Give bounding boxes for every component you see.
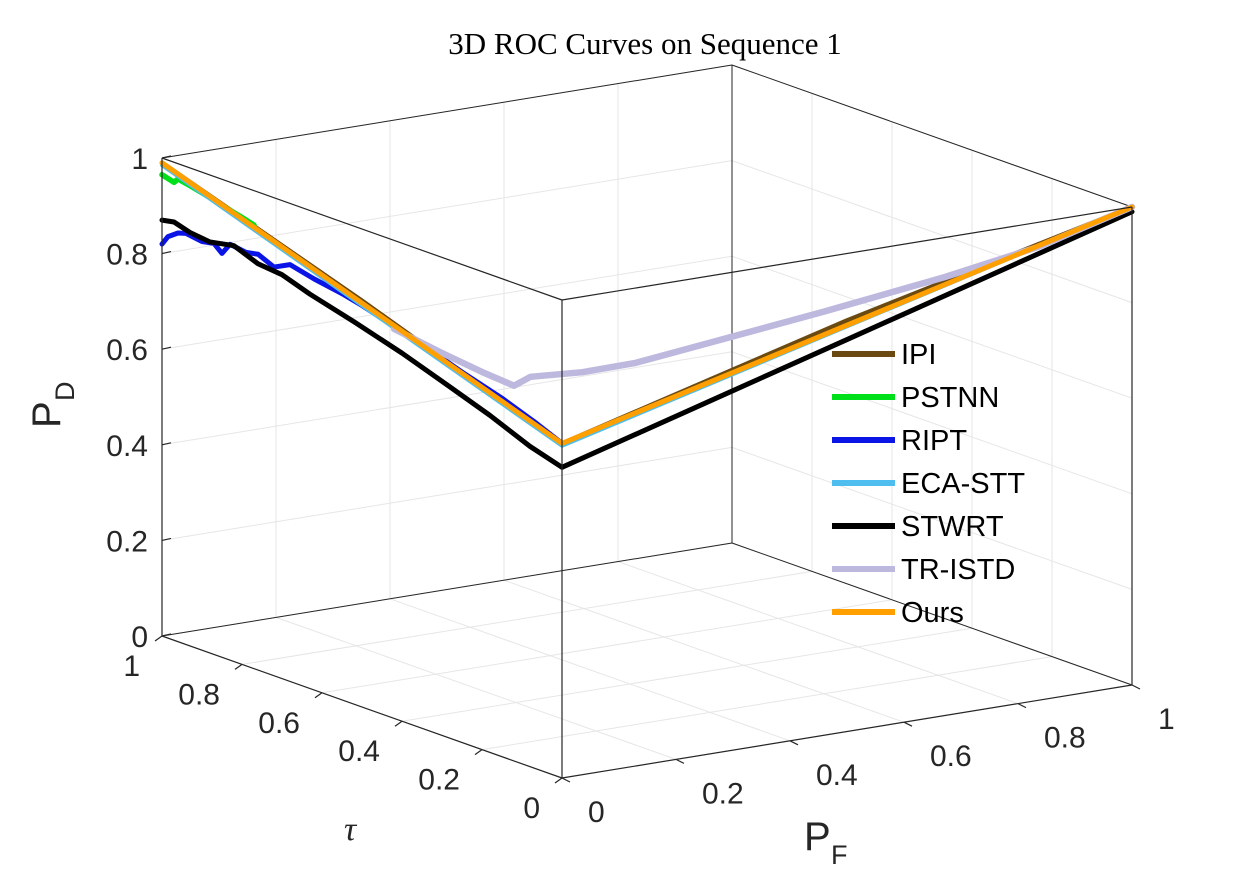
box-edge-floor-back-right	[731, 542, 1133, 686]
right-wall-gridline-z	[731, 351, 1133, 495]
x-axis-label-subscript: F	[831, 840, 848, 870]
left-wall-gridline-z	[161, 160, 733, 255]
legend-label: TR-ISTD	[901, 554, 1015, 586]
x-axis-line	[561, 684, 1133, 779]
x-tick-mark	[1017, 703, 1027, 709]
series-layer	[159, 160, 1136, 470]
x-axis-label-text: P	[804, 815, 831, 859]
y-tick-mark	[154, 635, 163, 642]
legend: IPI PSTNN RIPT ECA-STT STWRT TR-ISTD Ours	[832, 339, 1025, 629]
z-tick-label: 0.4	[106, 430, 148, 463]
right-wall-gridline-z	[731, 446, 1133, 590]
z-tick-mark	[161, 251, 172, 255]
axis-labels: PDP Fτ	[25, 382, 848, 871]
floor-gridline-y	[241, 570, 813, 665]
y-tick-mark	[474, 749, 483, 756]
floor-gridline-y	[401, 627, 973, 722]
floor-gridline-x	[389, 598, 791, 742]
box-edge-top-back-right	[731, 64, 1133, 208]
x-tick-mark	[903, 721, 913, 727]
left-wall-gridline-z	[161, 255, 733, 350]
floor-gridline-x	[617, 561, 1019, 705]
x-tick-mark	[561, 777, 571, 783]
x-tick-label: 0.2	[702, 777, 744, 810]
left-wall-gridline-z	[161, 446, 733, 541]
z-tick-mark	[161, 537, 172, 541]
front-axes	[154, 155, 1141, 784]
y-tick-mark	[394, 720, 403, 727]
right-wall-gridline-z	[731, 255, 1133, 399]
floor-gridline-y	[481, 656, 1053, 751]
legend-label: Ours	[901, 597, 964, 629]
floor-gridline-x	[275, 616, 677, 760]
floor-gridline-x	[503, 579, 905, 723]
y-tick-mark	[234, 663, 243, 670]
legend-label: STWRT	[901, 511, 1004, 543]
y-tick-label: 0.8	[178, 678, 220, 711]
y-tick-mark	[314, 692, 323, 699]
floor-gridline-y	[321, 599, 893, 694]
x-tick-label: 1	[1158, 703, 1175, 736]
z-tick-label: 0.6	[106, 334, 148, 367]
axes-box	[161, 64, 1133, 686]
x-tick-label: 0.6	[930, 740, 972, 773]
z-tick-label: 0	[131, 621, 148, 654]
y-tick-mark	[554, 777, 563, 784]
legend-label: ECA-STT	[901, 468, 1025, 500]
grid-layer	[161, 64, 1133, 779]
z-axis-label: PD	[25, 382, 80, 429]
z-tick-label: 0.8	[106, 239, 148, 272]
tick-labels: 00.20.40.60.8100.20.40.60.8100.20.40.60.…	[106, 143, 1174, 829]
z-axis-label-text: P	[25, 401, 69, 428]
series-line-stwrt	[159, 209, 1135, 470]
y-tick-label: 0.2	[418, 764, 460, 797]
x-tick-mark	[675, 758, 685, 764]
z-tick-label: 1	[131, 143, 148, 176]
x-tick-mark	[789, 740, 799, 746]
y-tick-label: 0	[523, 792, 540, 825]
x-tick-mark	[1131, 684, 1141, 690]
legend-label: RIPT	[901, 425, 967, 457]
x-tick-label: 0	[588, 796, 605, 829]
chart-title: 3D ROC Curves on Sequence 1	[448, 26, 841, 61]
z-tick-label: 0.2	[106, 525, 148, 558]
box-edge-top-front-left	[161, 157, 563, 301]
z-tick-mark	[161, 155, 172, 159]
x-tick-label: 0.8	[1044, 722, 1086, 755]
y-axis-label: τ	[344, 811, 358, 848]
z-tick-mark	[161, 346, 172, 350]
y-tick-label: 0.6	[258, 707, 300, 740]
z-axis-label-subscript: D	[50, 382, 80, 402]
y-axis-line	[161, 635, 563, 779]
box-edge-floor-back-left	[161, 542, 733, 637]
z-tick-mark	[161, 633, 172, 637]
x-tick-label: 0.4	[816, 759, 858, 792]
legend-label: IPI	[901, 339, 936, 371]
left-wall-gridline-z	[161, 351, 733, 446]
legend-label: PSTNN	[901, 382, 999, 414]
series-line-tr-istd	[390, 203, 1136, 389]
box-edge-top-front-right	[561, 206, 1133, 301]
y-tick-label: 1	[123, 650, 140, 683]
right-wall-gridline-z	[731, 160, 1133, 304]
box-edge-top-back-left	[161, 64, 733, 159]
z-tick-mark	[161, 442, 172, 446]
y-tick-label: 0.4	[338, 735, 380, 768]
